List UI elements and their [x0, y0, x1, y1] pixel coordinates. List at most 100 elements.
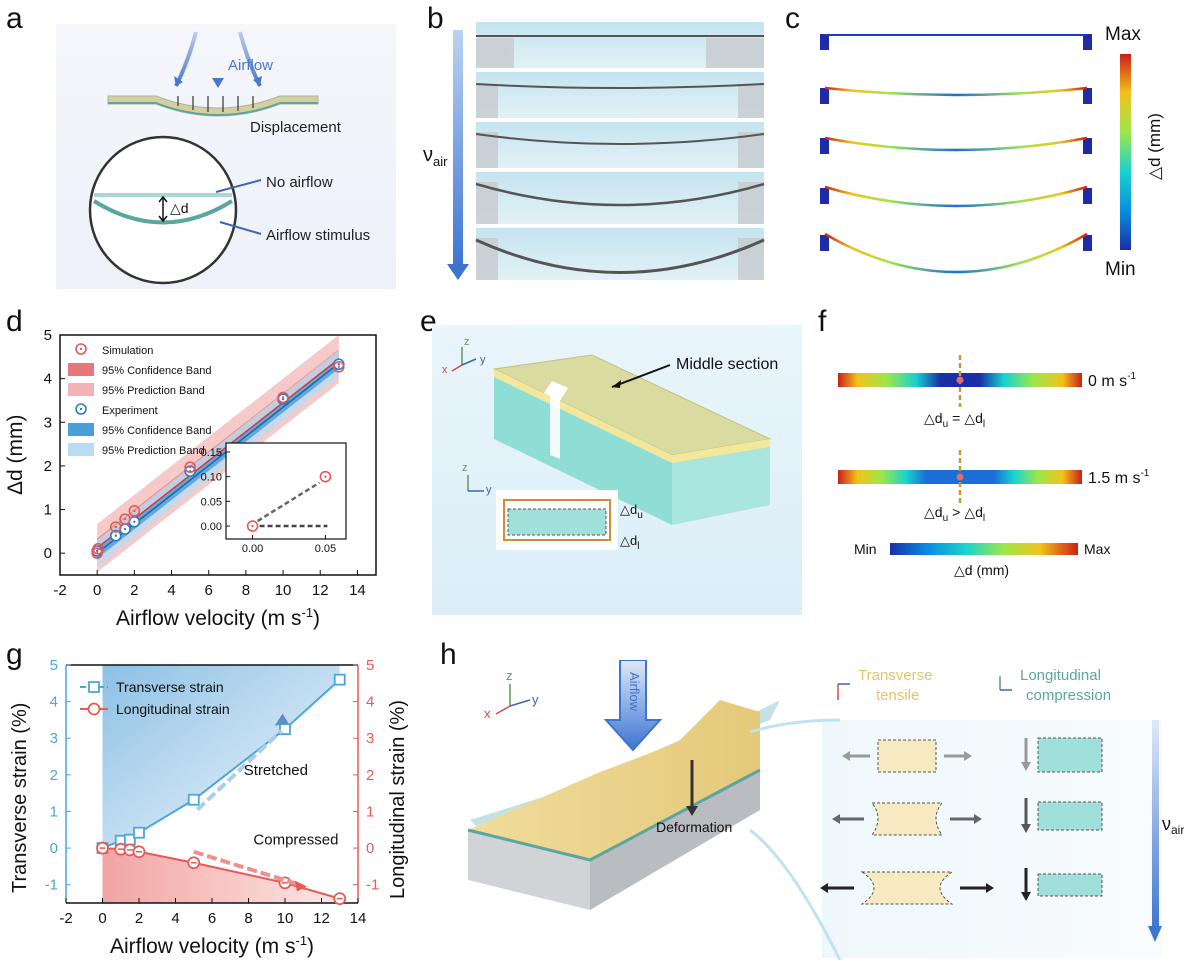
- x-axis-label-g: Airflow velocity (m s-1): [110, 933, 314, 958]
- svg-text:y: y: [480, 354, 486, 366]
- colorbar-max-label: Max: [1105, 24, 1141, 45]
- legend-swatch: [68, 363, 94, 376]
- deformation-detail-background: [822, 720, 1162, 958]
- y2-tick-label: 3: [366, 730, 374, 747]
- speed-label-1.5: 1.5 m s-1: [1088, 468, 1150, 487]
- block-side: [672, 439, 770, 525]
- stretched-arrow-head: [274, 713, 289, 726]
- block-front-h: [468, 830, 590, 910]
- inset-point-dot: [324, 475, 327, 478]
- x-tick-label: 4: [171, 910, 179, 927]
- y2-tick-label: 0: [366, 840, 374, 857]
- simulation-point-dot: [188, 466, 192, 469]
- inset-point-dot: [251, 524, 254, 528]
- dl-label: △dl: [620, 533, 639, 552]
- colorbar-f-axis: △d (mm): [954, 562, 1009, 578]
- colorbar-f-min: Min: [854, 541, 877, 557]
- panel-label-f: f: [818, 305, 827, 338]
- y-tick-label: 3: [44, 414, 52, 431]
- svg-text:z: z: [464, 336, 470, 348]
- inset-y-tick-label: 0.10: [201, 472, 222, 484]
- no-airflow-label: No airflow: [266, 174, 333, 191]
- experiment-point-dot: [337, 363, 341, 366]
- y-tick-label: 1: [44, 502, 52, 519]
- legend-marker-dot: [79, 347, 83, 351]
- plot-frame-d: [59, 334, 377, 576]
- x-tick-label: 14: [350, 910, 367, 927]
- simulation-point: [333, 361, 345, 373]
- simulation-point: [92, 543, 104, 555]
- simulation-point: [119, 513, 131, 525]
- y-tick-label: 4: [50, 694, 58, 711]
- compressed-arrow: [193, 849, 301, 887]
- speed-label-0: 0 m s-1: [1088, 371, 1136, 390]
- y-tick-label: 4: [44, 371, 52, 388]
- y-tick-label: 5: [44, 327, 52, 344]
- simulation-point-dot: [337, 365, 341, 369]
- experiment-point-dot: [133, 520, 136, 523]
- displacement-arrows: [177, 96, 254, 112]
- y2-tick-label: 5: [366, 657, 374, 674]
- transverse-point: [187, 793, 200, 806]
- inset-y-tick-label: 0.05: [201, 496, 222, 508]
- panel-label-b: b: [427, 2, 444, 35]
- x-tick-label: 14: [349, 582, 366, 599]
- legend-label: Simulation: [102, 345, 153, 357]
- legend-swatch: [68, 383, 94, 396]
- axis-triad-h: z y x: [484, 668, 539, 721]
- velocity-arrow-h: [1152, 720, 1159, 930]
- airflow-stimulus-label: Airflow stimulus: [266, 227, 370, 244]
- deformed-film: [468, 700, 760, 860]
- y-tick-label: 1: [50, 803, 58, 820]
- cross-section-outline: [503, 499, 611, 541]
- experiment-point-dot: [281, 397, 285, 401]
- legend-label-transverse: Transverse strain: [116, 679, 224, 695]
- legend-label: 95% Confidence Band: [102, 425, 211, 437]
- v-air-label-h: νair: [1162, 814, 1184, 837]
- equation-equal: △du = △dl: [924, 410, 985, 430]
- middle-section-cut: [550, 383, 560, 459]
- block-front: [494, 369, 672, 525]
- compressed-arrow-head: [294, 880, 307, 892]
- photo-strips: [475, 22, 765, 280]
- legend-swatch: [68, 423, 94, 436]
- legend-label: 95% Confidence Band: [102, 365, 211, 377]
- y2-tick-label: -1: [366, 877, 379, 894]
- legend-label-longitudinal: Longitudinal strain: [116, 701, 230, 717]
- simulation-point-dot: [114, 525, 117, 529]
- colorbar: [1120, 54, 1131, 250]
- simulation-point: [109, 521, 122, 533]
- stretched-label: Stretched: [244, 762, 308, 779]
- stretched-arrow: [196, 729, 283, 812]
- airflow-arrow-h: [603, 660, 663, 752]
- simulation-point: [184, 461, 196, 474]
- airflow-stimulus-curve: [92, 199, 234, 225]
- sim-fit-line: [96, 358, 340, 549]
- cross-section-core: [507, 508, 607, 536]
- y-tick-label: 3: [50, 730, 58, 747]
- legend-marker-transverse: [88, 681, 100, 693]
- x-tick-label: 0: [93, 582, 101, 599]
- panel-e-schematic: Middle section z y x z y △du △dl: [432, 325, 802, 615]
- panel-c-simulation: Max Min △d (mm): [820, 24, 1164, 280]
- panel-f-sections: 0 m s-1 1.5 m s-1 △du = △dl △du > △dl Min Ma…: [838, 355, 1150, 578]
- panel-a-schematic: Airflow Displacement △d No airflow Airfl…: [56, 24, 396, 289]
- y-tick-label: -1: [45, 877, 58, 894]
- x-tick-label: 10: [277, 910, 294, 927]
- longitudinal-header-1: Longitudinal: [1020, 667, 1101, 684]
- compressed-label: Compressed: [253, 831, 338, 848]
- deformation-label: Deformation: [656, 819, 732, 835]
- x-tick-label: -2: [59, 910, 72, 927]
- transverse-header-1: Transverse: [858, 667, 932, 684]
- x-tick-label: 2: [130, 582, 138, 599]
- x-tick-label: 6: [205, 582, 213, 599]
- legend-marker-longitudinal: [87, 702, 101, 716]
- svg-text:z: z: [506, 668, 513, 683]
- v-air-label: νair: [423, 144, 448, 169]
- legend-label: 95% Prediction Band: [102, 385, 205, 397]
- x-tick-label: 10: [275, 582, 292, 599]
- tensile-shapes: [820, 739, 994, 905]
- inset-y-tick-label: 0.15: [201, 447, 222, 459]
